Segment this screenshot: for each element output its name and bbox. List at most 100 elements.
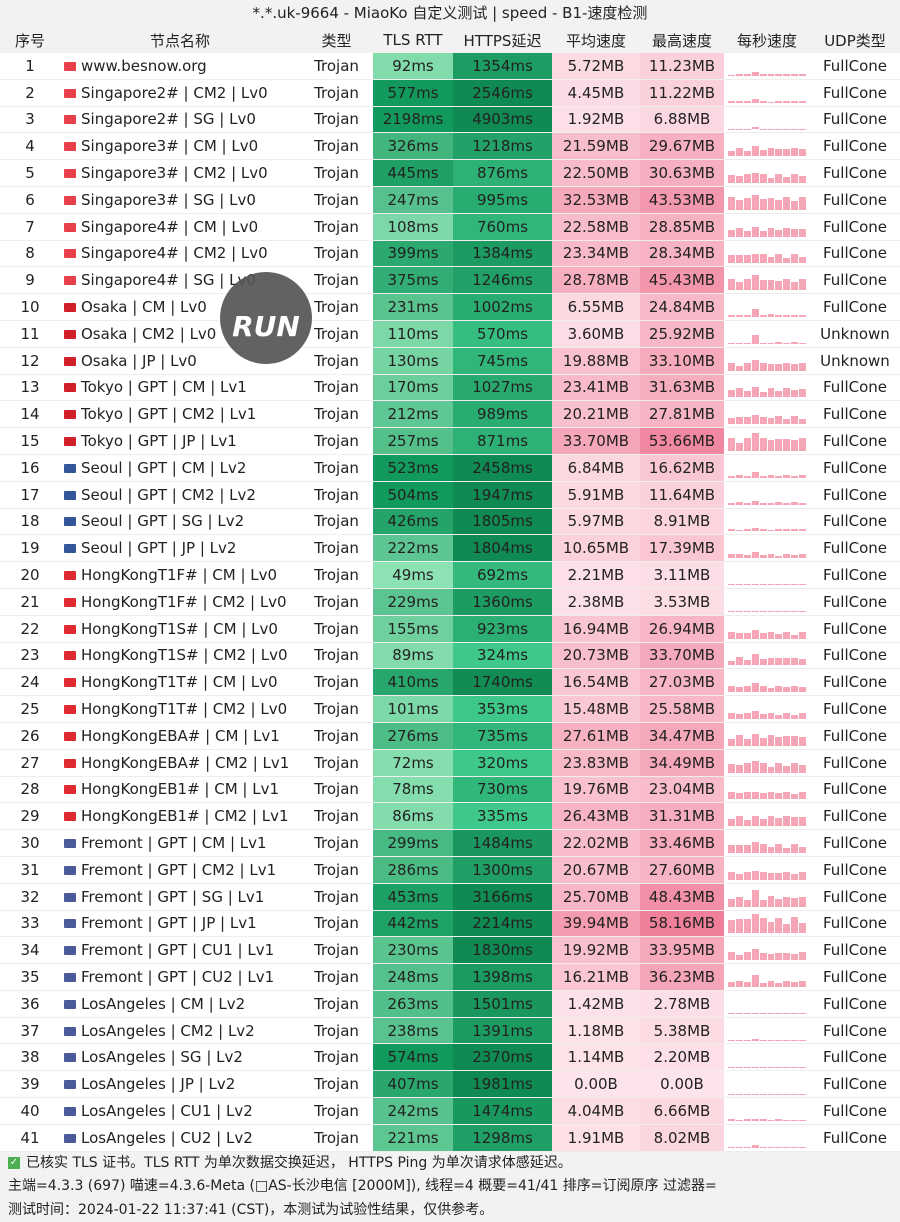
per-second-speed [724,160,810,187]
sparkline-bar [791,611,798,612]
sparkline-bar [728,315,735,317]
sparkline-bar [752,552,759,558]
speed-sparkline [728,913,806,933]
protocol-type: Trojan [300,588,373,615]
avg-speed: 23.41MB [552,374,640,401]
sparkline-bar [775,818,782,826]
udp-type: FullCone [810,615,900,642]
tls-rtt: 442ms [373,910,453,937]
sparkline-bar [744,633,751,639]
sparkline-bar [791,584,798,585]
sparkline-bar [791,817,798,826]
sparkline-bar [791,917,798,933]
sparkline-bar [775,254,782,263]
sparkline-bar [760,392,767,398]
sparkline-bar [744,900,751,907]
sparkline-bar [736,1147,743,1148]
row-index: 13 [0,374,60,401]
tls-rtt: 257ms [373,428,453,455]
protocol-type: Trojan [300,186,373,213]
speed-sparkline [728,431,806,451]
sparkline-bar [799,229,806,237]
sparkline-bar [768,228,775,237]
node-name-text: HongKongEBA# | CM2 | Lv1 [81,754,289,772]
sparkline-bar [736,714,743,719]
udp-type: FullCone [810,535,900,562]
sparkline-bar [768,343,775,344]
sparkline-bar [791,229,798,237]
sparkline-bar [775,364,782,371]
sparkline-bar [752,1119,759,1121]
node-name-text: Fremont | GPT | CU2 | Lv1 [81,968,274,986]
sparkline-bar [768,922,775,934]
sparkline-bar [775,416,782,424]
per-second-speed [724,428,810,455]
sparkline-bar [728,129,735,130]
sparkline-bar [768,688,775,692]
speed-sparkline [728,377,806,397]
https-latency: 1981ms [453,1071,552,1098]
per-second-speed [724,1044,810,1071]
sparkline-bar [760,343,767,344]
sparkline-bar [744,391,751,398]
row-index: 22 [0,615,60,642]
sparkline-bar [799,389,806,398]
avg-speed: 23.83MB [552,749,640,776]
avg-speed: 32.53MB [552,186,640,213]
flag-us-icon [64,946,76,955]
sparkline-bar [799,687,806,692]
tls-rtt: 326ms [373,133,453,160]
flag-hk-icon [64,678,76,687]
node-name-text: Singapore4# | CM2 | Lv0 [81,244,268,262]
protocol-type: Trojan [300,428,373,455]
avg-speed: 10.65MB [552,535,640,562]
udp-type: FullCone [810,830,900,857]
flag-kr-icon [64,517,76,526]
tls-rtt: 86ms [373,803,453,830]
node-name-text: Seoul | GPT | CM2 | Lv2 [81,486,256,504]
sparkline-bar [768,74,775,76]
speed-sparkline [728,994,806,1014]
row-index: 12 [0,347,60,374]
max-speed: 31.31MB [640,803,724,830]
sparkline-bar [728,1147,735,1148]
sparkline-bar [791,1147,798,1148]
sparkline-bar [728,686,735,692]
per-second-speed [724,910,810,937]
sparkline-bar [760,633,767,638]
sparkline-bar [799,659,806,665]
flag-jp-icon [64,437,76,446]
sparkline-bar [775,200,782,210]
udp-type: FullCone [810,803,900,830]
node-name: LosAngeles | CU2 | Lv2 [60,1124,300,1151]
https-latency: 2458ms [453,454,552,481]
sparkline-bar [760,129,767,130]
protocol-type: Trojan [300,990,373,1017]
sparkline-bar [760,714,767,719]
per-second-speed [724,401,810,428]
per-second-speed [724,1124,810,1151]
sparkline-bar [752,654,759,665]
sparkline-bar [760,953,767,961]
sparkline-bar [752,1067,759,1068]
node-name-text: Singapore4# | CM | Lv0 [81,218,258,236]
https-latency: 2546ms [453,79,552,106]
avg-speed: 5.72MB [552,53,640,79]
node-name-text: Osaka | JP | Lv0 [81,352,197,370]
row-index: 32 [0,883,60,910]
per-second-speed [724,642,810,669]
sparkline-bar [728,476,735,478]
sparkline-bar [775,1013,782,1014]
sparkline-bar [768,198,775,210]
sparkline-bar [744,763,751,772]
tls-rtt: 407ms [373,1071,453,1098]
https-latency: 760ms [453,213,552,240]
